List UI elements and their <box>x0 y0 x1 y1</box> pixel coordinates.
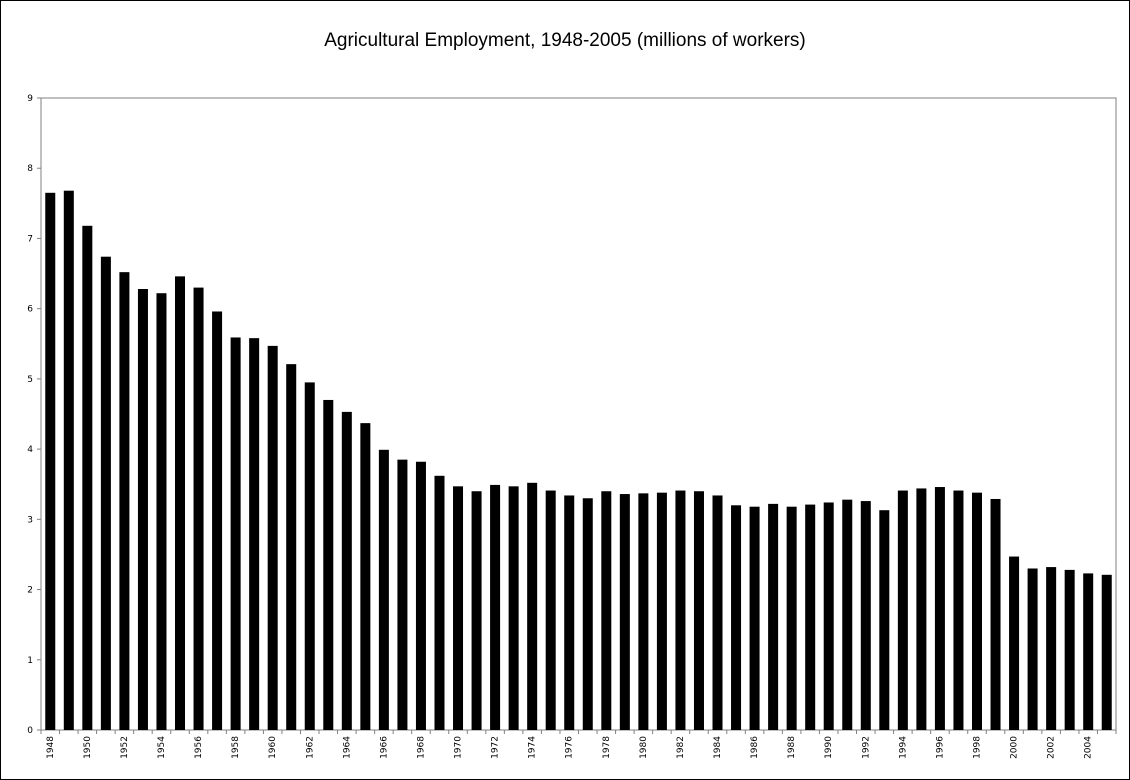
x-tick-label: 1998 <box>972 736 982 759</box>
bar-1971 <box>471 491 482 730</box>
bar-1979 <box>619 494 630 730</box>
bar-1999 <box>990 498 1001 730</box>
x-tick-label: 1982 <box>676 736 686 759</box>
x-tick-label: 1980 <box>639 736 649 759</box>
x-tick-label: 1992 <box>861 736 871 759</box>
bar-1953 <box>137 289 148 730</box>
bar-1990 <box>823 502 834 730</box>
bar-1960 <box>267 345 278 730</box>
bar-1950 <box>82 225 93 731</box>
bar-1976 <box>564 495 575 730</box>
bar-1948 <box>45 192 56 731</box>
bar-1995 <box>916 488 927 730</box>
x-tick-label: 1958 <box>231 736 241 759</box>
bar-1986 <box>749 506 760 730</box>
bar-1967 <box>397 459 408 730</box>
y-tick-label: 6 <box>27 305 33 315</box>
bar-1973 <box>508 486 519 730</box>
bar-1969 <box>434 475 445 730</box>
bar-1956 <box>193 287 204 730</box>
bar-2000 <box>1009 556 1020 730</box>
bar-1981 <box>656 492 667 730</box>
x-tick-label: 1996 <box>935 736 945 759</box>
y-tick-label: 8 <box>27 164 33 174</box>
bar-1949 <box>63 190 74 730</box>
bar-1978 <box>601 491 612 730</box>
bar-1958 <box>230 337 241 730</box>
x-tick-label: 1964 <box>342 736 352 759</box>
bar-1957 <box>212 311 223 730</box>
bar-1962 <box>304 382 315 730</box>
y-tick-label: 4 <box>27 445 33 455</box>
x-tick-label: 1950 <box>83 736 93 759</box>
bar-1993 <box>879 510 890 730</box>
bar-1980 <box>638 493 649 730</box>
x-tick-label: 1986 <box>750 736 760 759</box>
y-tick-label: 2 <box>27 586 33 596</box>
x-tick-label: 2002 <box>1047 736 1057 759</box>
bar-1987 <box>768 503 779 730</box>
bar-1984 <box>712 495 723 730</box>
x-tick-label: 1976 <box>565 736 575 759</box>
x-tick-label: 1990 <box>824 736 834 759</box>
x-tick-label: 1956 <box>194 736 204 759</box>
bar-1977 <box>582 498 593 730</box>
bar-1955 <box>175 276 186 730</box>
bar-1961 <box>286 364 297 730</box>
bar-1963 <box>323 399 334 730</box>
x-tick-label: 1960 <box>268 736 278 759</box>
bar-1975 <box>545 490 556 730</box>
x-tick-label: 1952 <box>120 736 130 759</box>
bar-2005 <box>1101 574 1112 730</box>
bar-2002 <box>1046 567 1057 730</box>
y-tick-label: 9 <box>27 94 33 104</box>
x-tick-label: 1954 <box>157 736 167 759</box>
bar-1989 <box>805 504 816 730</box>
x-tick-label: 1984 <box>713 736 723 759</box>
bar-1991 <box>842 499 853 730</box>
bar-1996 <box>934 487 945 730</box>
x-tick-label: 2004 <box>1084 736 1094 759</box>
bar-1951 <box>100 256 111 730</box>
bar-1954 <box>156 293 167 730</box>
bar-1970 <box>453 486 464 730</box>
bar-1985 <box>731 505 742 730</box>
x-tick-label: 1972 <box>491 736 501 759</box>
x-tick-label: 1962 <box>305 736 315 759</box>
bar-1994 <box>897 490 908 730</box>
y-tick-label: 0 <box>27 726 33 736</box>
bar-1982 <box>675 490 686 730</box>
bar-2004 <box>1083 573 1094 730</box>
y-tick-label: 7 <box>27 234 33 244</box>
bar-1997 <box>953 490 964 730</box>
bar-1988 <box>786 506 797 730</box>
bar-1964 <box>341 411 352 730</box>
x-tick-label: 1988 <box>787 736 797 759</box>
y-tick-label: 3 <box>27 515 33 525</box>
x-tick-label: 1968 <box>416 736 426 759</box>
bar-1998 <box>971 492 982 730</box>
x-tick-label: 1978 <box>602 736 612 759</box>
bar-2003 <box>1064 569 1075 730</box>
bar-1974 <box>527 482 538 730</box>
x-tick-label: 1948 <box>46 736 56 759</box>
bar-1965 <box>360 423 371 730</box>
bar-1959 <box>249 338 260 730</box>
bar-2001 <box>1027 568 1038 730</box>
x-tick-label: 1974 <box>528 736 538 759</box>
bar-1966 <box>378 449 389 730</box>
bar-1952 <box>119 272 130 730</box>
y-tick-label: 5 <box>27 375 33 385</box>
x-tick-label: 2000 <box>1010 736 1020 759</box>
y-tick-label: 1 <box>27 656 33 666</box>
x-tick-label: 1994 <box>898 736 908 759</box>
bar-1972 <box>490 484 501 730</box>
chart-title: Agricultural Employment, 1948-2005 (mill… <box>324 30 806 51</box>
bar-1992 <box>860 501 871 730</box>
bar-1968 <box>415 461 426 730</box>
bar-1983 <box>693 491 704 730</box>
x-tick-label: 1966 <box>379 736 389 759</box>
x-tick-label: 1970 <box>454 736 464 759</box>
